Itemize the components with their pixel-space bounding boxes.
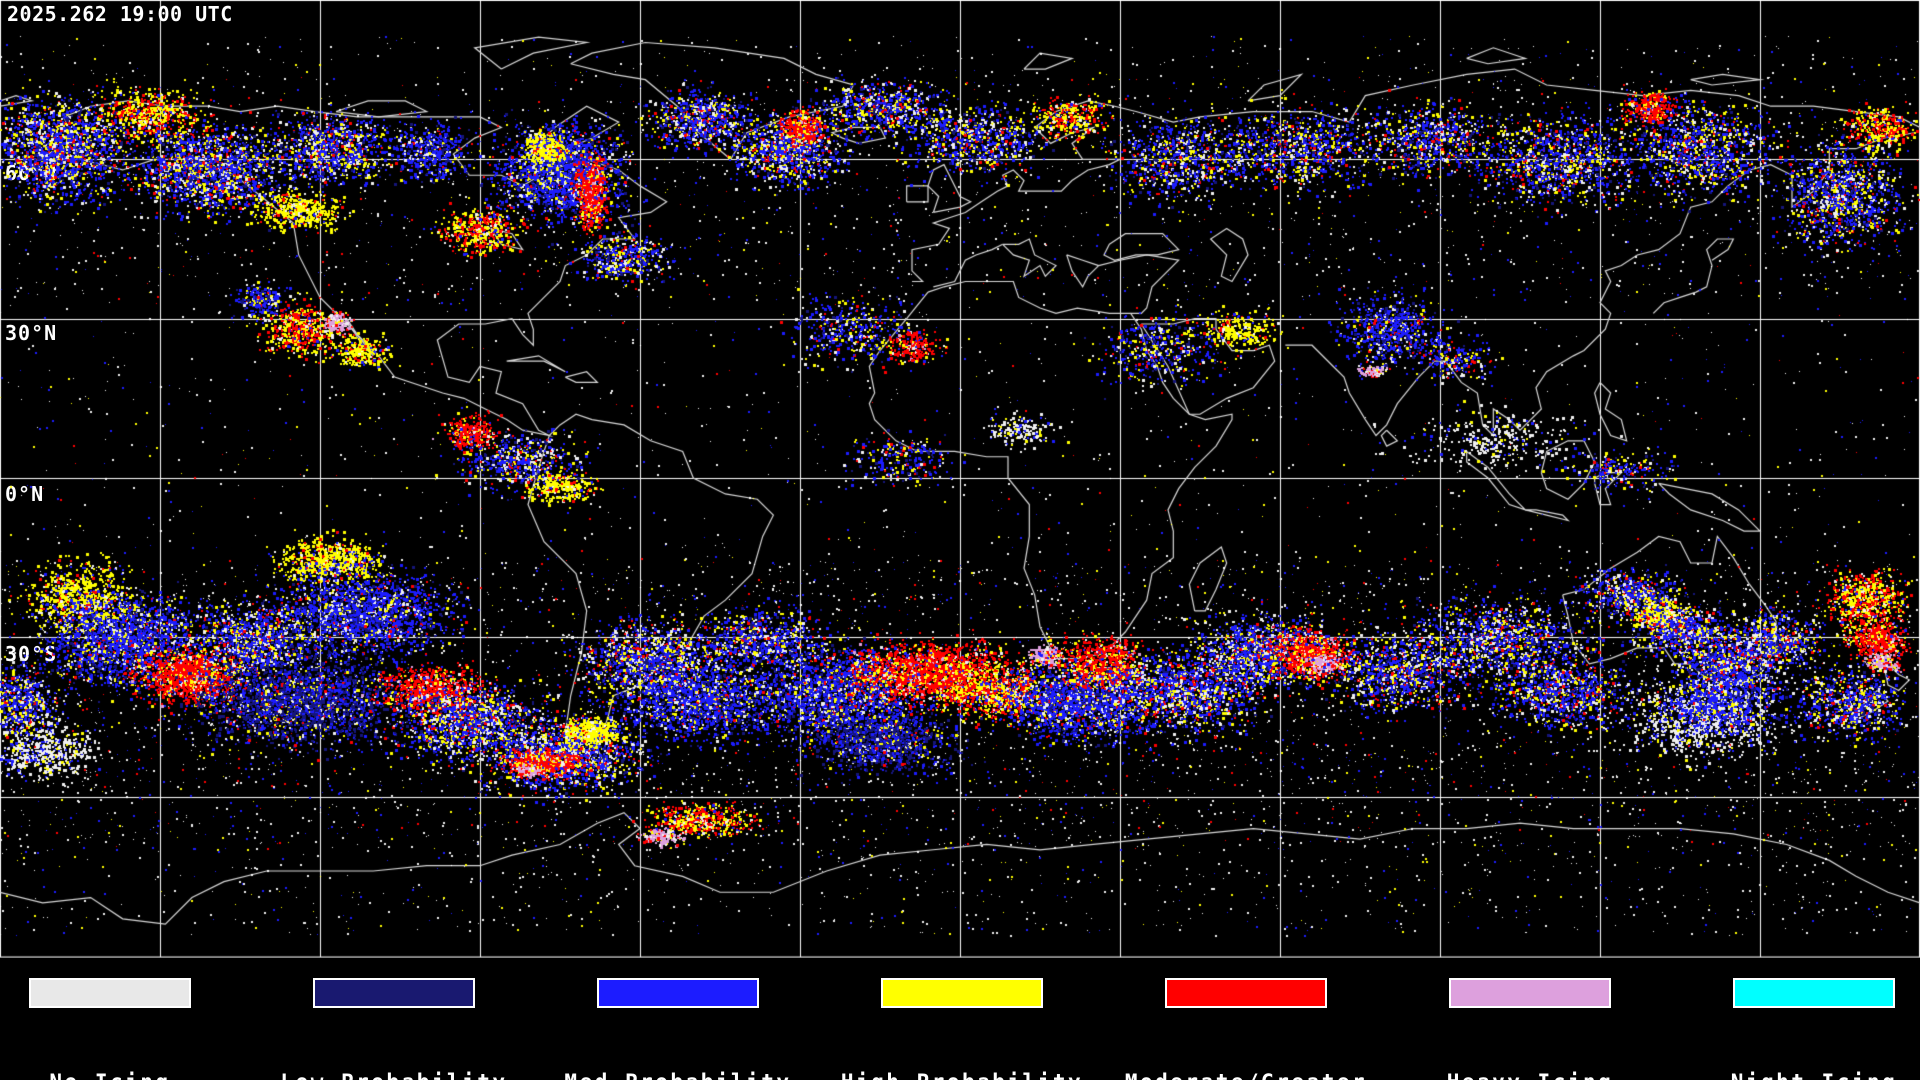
world-icing-map: 60°N 30°N 0°N 30°S 2025.262 19:00 UTC xyxy=(0,0,1920,958)
legend-label-line: Moderate/Greater xyxy=(1125,1069,1367,1080)
legend-swatch-moderate-greater xyxy=(1165,978,1327,1008)
legend-bar: No Icing Retrieval Low Probability of Li… xyxy=(0,960,1920,1080)
legend-label-moderate-greater: Moderate/Greater Icing Likely xyxy=(1125,1017,1367,1080)
legend-swatch-heavy-icing xyxy=(1449,978,1611,1008)
legend-label-night-icing: Night Icing xyxy=(1731,1017,1898,1080)
legend-swatch-night-icing xyxy=(1733,978,1895,1008)
legend-item-high-probability: High Probability of Light Icing xyxy=(820,978,1104,1080)
legend-label-line: Night Icing xyxy=(1731,1069,1898,1080)
legend-label-line: Heavy Icing xyxy=(1447,1069,1614,1080)
legend-label-line: High Probability xyxy=(841,1069,1083,1080)
legend-swatch-med-probability xyxy=(597,978,759,1008)
legend-item-night-icing: Night Icing xyxy=(1672,978,1920,1080)
legend-item-no-icing: No Icing Retrieval xyxy=(0,978,252,1080)
legend-item-heavy-icing: Heavy Icing xyxy=(1388,978,1672,1080)
legend-swatch-low-probability xyxy=(313,978,475,1008)
legend-label-heavy-icing: Heavy Icing xyxy=(1447,1017,1614,1080)
legend-item-low-probability: Low Probability of Light Icing xyxy=(252,978,536,1080)
legend-label-high-probability: High Probability of Light Icing xyxy=(841,1017,1083,1080)
legend-label-low-probability: Low Probability of Light Icing xyxy=(280,1017,507,1080)
timestamp: 2025.262 19:00 UTC xyxy=(7,2,233,26)
legend-label-line: No Icing xyxy=(42,1069,178,1080)
legend-label-line: Med.Probability xyxy=(564,1069,791,1080)
legend-item-moderate-greater: Moderate/Greater Icing Likely xyxy=(1104,978,1388,1080)
legend-label-line: Low Probability xyxy=(280,1069,507,1080)
legend-label-med-probability: Med.Probability of Light Icing xyxy=(564,1017,791,1080)
legend-swatch-no-icing xyxy=(29,978,191,1008)
icing-data-canvas xyxy=(0,0,1920,958)
legend-label-no-icing: No Icing Retrieval xyxy=(42,1017,178,1080)
legend-swatch-high-probability xyxy=(881,978,1043,1008)
legend-item-med-probability: Med.Probability of Light Icing xyxy=(536,978,820,1080)
